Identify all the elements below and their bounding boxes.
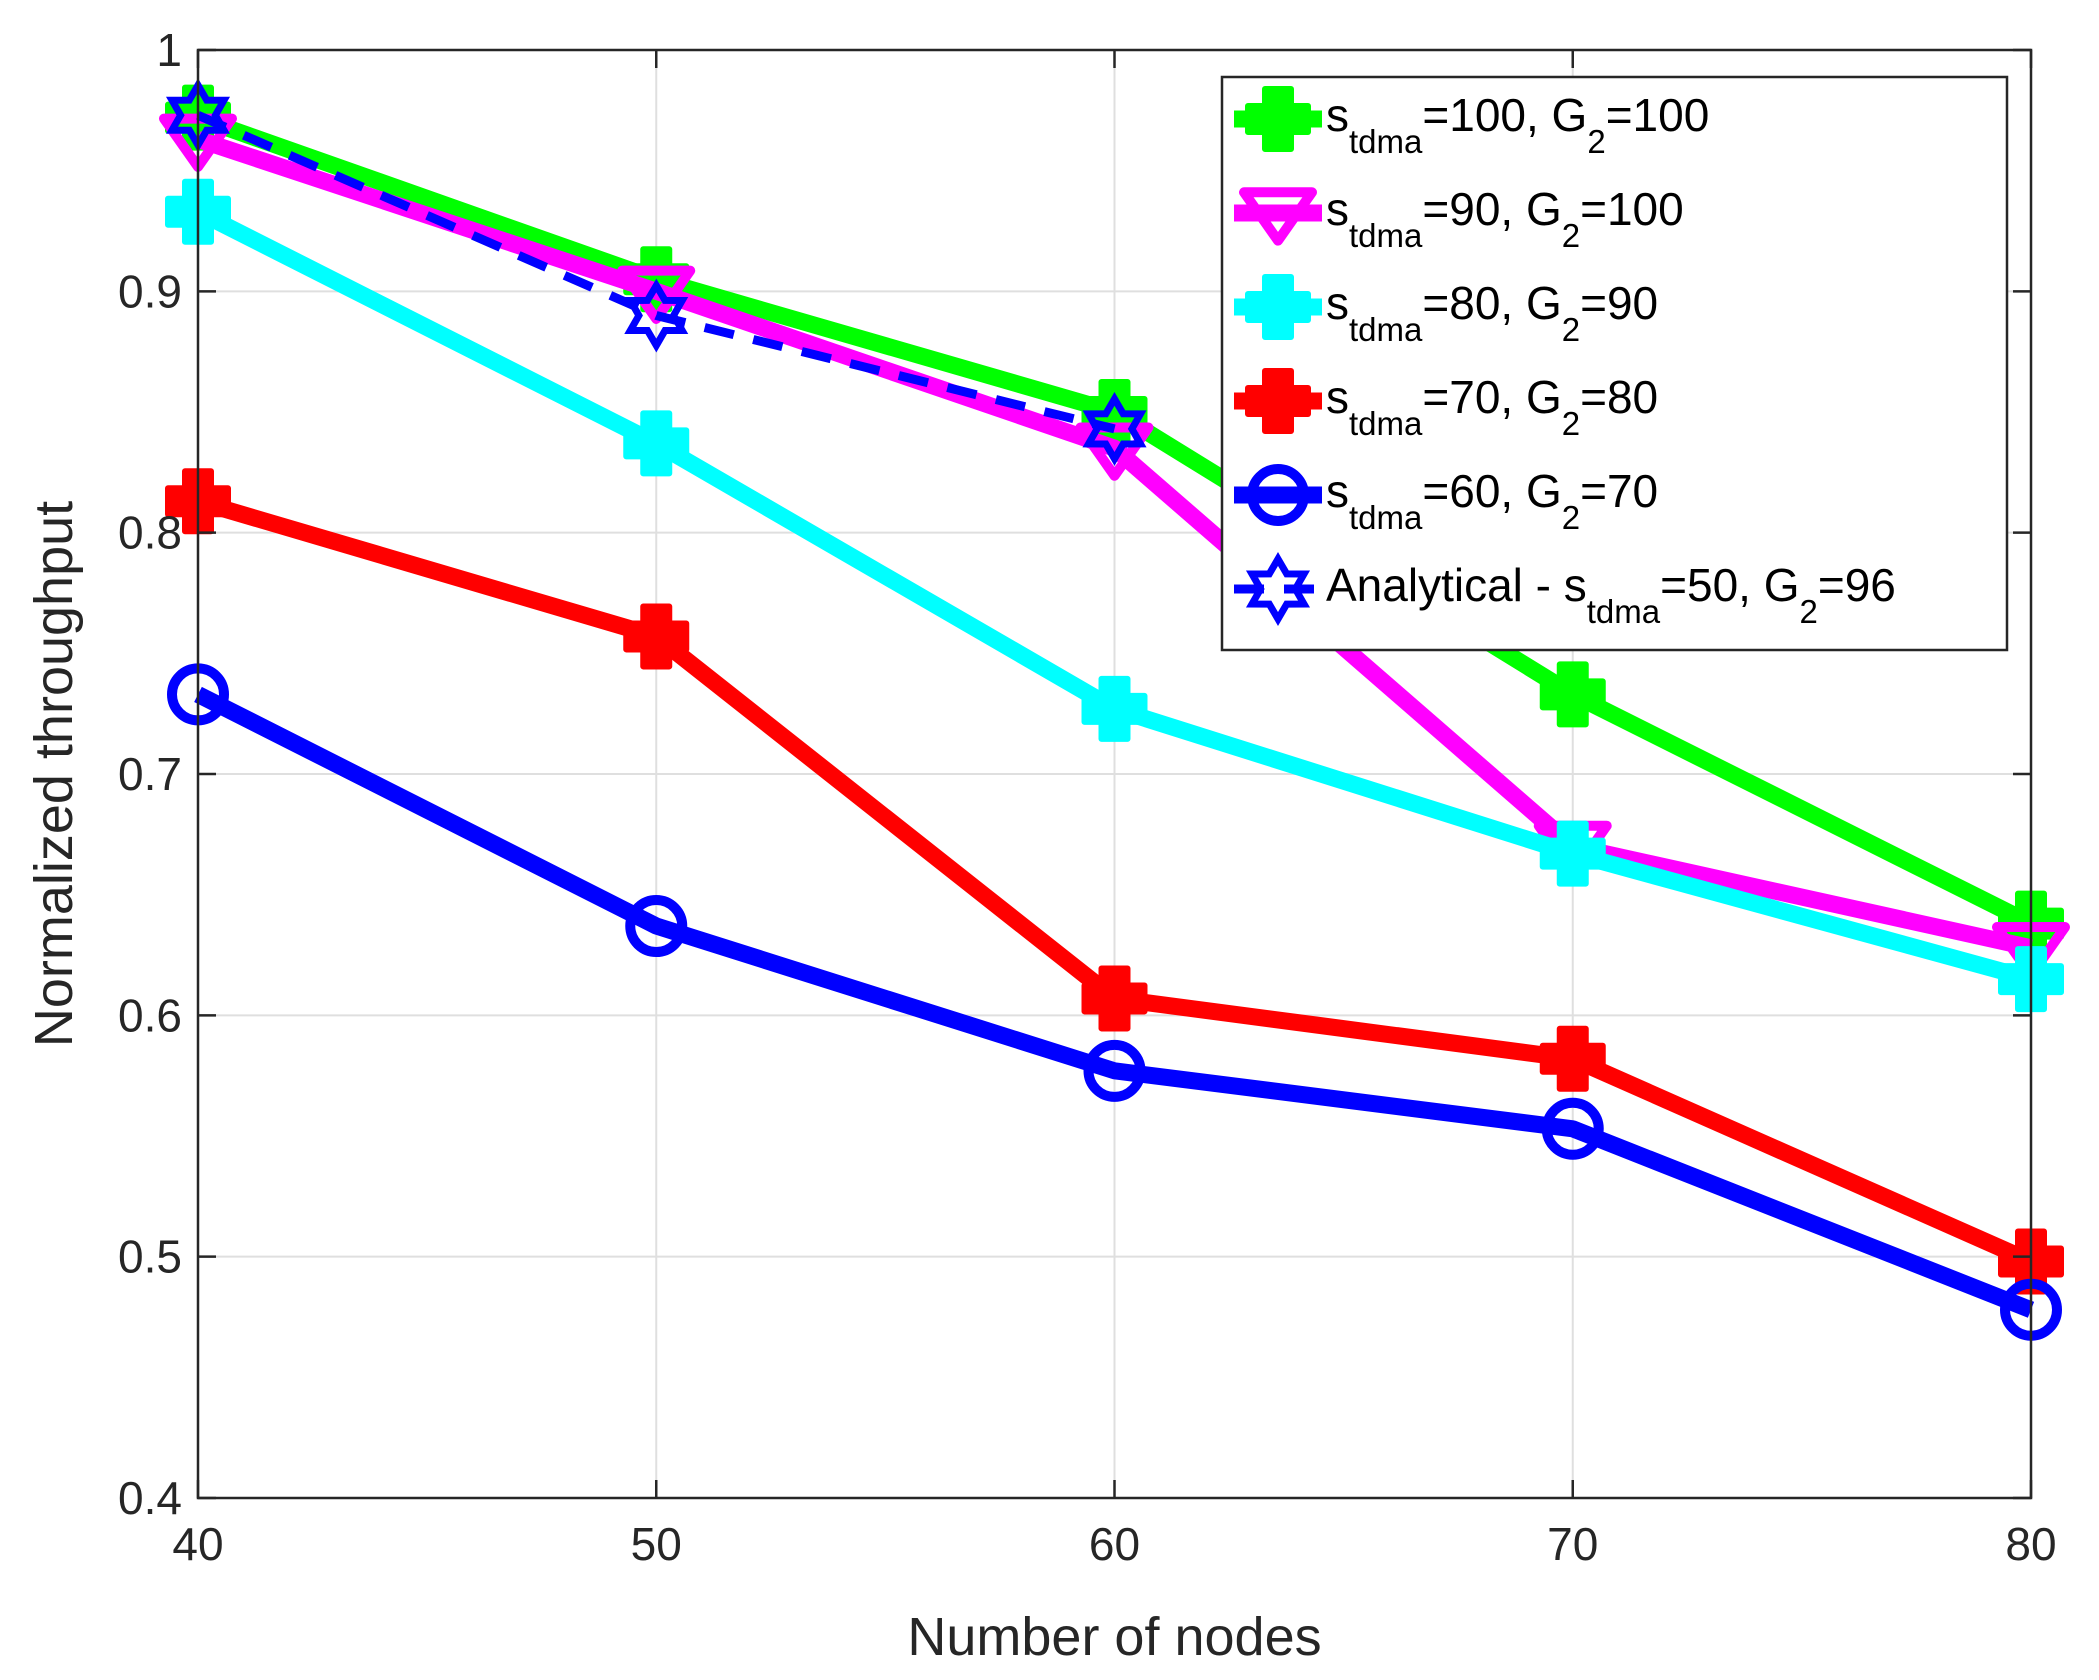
legend-marker [1239,187,1317,246]
data-point [1539,820,1606,887]
legend-subscript: tdma [1587,593,1661,630]
legend-text-part: =90, G [1422,183,1561,235]
legend-label: stdma=60, G2=70 [1326,465,1658,536]
legend-box [1220,75,2009,652]
y-tick-label: 1 [156,24,182,76]
legend-subscript: 2 [1562,405,1580,442]
legend-text-part: =70 [1580,465,1658,517]
x-tick-label: 50 [631,1518,682,1570]
legend-subscript: 2 [1800,593,1818,630]
series-line [196,111,1116,434]
data-point [1081,965,1148,1032]
legend-label: stdma=90, G2=100 [1326,183,1684,254]
legend-text-part: s [1326,371,1349,423]
legend-item-6: Analytical - stdma=50, G2=96 [1234,552,1896,630]
legend-subscript: 2 [1562,217,1580,254]
legend-item-4: stdma=70, G2=80 [1234,368,1658,442]
legend-text-part: s [1326,277,1349,329]
legend-subscript: tdma [1349,405,1423,442]
legend-text-part: =80 [1580,371,1658,423]
x-tick-label: 60 [1089,1518,1140,1570]
legend-text-part: s [1326,183,1349,235]
axis-ticks: 40 50 60 70 80 0.4 0.5 0.6 0.7 0.8 0.9 1 [118,24,2057,1570]
data-point [625,895,688,958]
x-tick-label: 70 [1547,1518,1598,1570]
data-point [1083,1039,1146,1102]
series-line [195,131,2033,957]
legend-text-part: =80, G [1422,277,1561,329]
data-point [1539,1025,1606,1092]
data-point [623,603,690,670]
data-point [1082,391,1147,466]
legend-item-2: stdma=90, G2=100 [1234,183,1684,254]
legend-subscript: tdma [1349,499,1423,536]
legend-subscript: tdma [1349,123,1423,160]
legend-subscript: tdma [1349,217,1423,254]
data-point [617,265,696,324]
legend-label: Analytical - stdma=50, G2=96 [1326,559,1896,630]
legend-text-part: Analytical - s [1326,559,1587,611]
x-tick-label: 80 [2005,1518,2056,1570]
y-tick-label: 0.9 [118,265,182,317]
legend-subscript: 2 [1562,499,1580,536]
y-tick-label: 0.4 [118,1472,182,1524]
legend-text-part: =90 [1580,277,1658,329]
legend-text-part: =50, G [1660,559,1799,611]
legend-text-part: =100 [1606,89,1710,141]
legend-item-5: stdma=60, G2=70 [1234,464,1658,536]
data-point [1541,1097,1604,1160]
data-point [1081,675,1148,742]
legend-subscript: 2 [1587,123,1605,160]
legend-text-part: =96 [1818,559,1896,611]
legend-subscript: tdma [1349,311,1423,348]
legend-marker [1247,464,1309,526]
y-axis-title: Normalized throughput [24,501,84,1047]
legend-text-part: s [1326,465,1349,517]
data-point [623,410,690,477]
x-axis-title: Number of nodes [907,1607,1321,1667]
legend-text-part: =60, G [1422,465,1561,517]
series-line [194,686,2035,1318]
legend-marker [1245,368,1311,434]
legend-text-part: =100 [1580,183,1684,235]
legend-marker [1245,274,1311,340]
legend-label: stdma=70, G2=80 [1326,371,1658,442]
y-tick-label: 0.6 [118,989,182,1041]
legend-label: stdma=100, G2=100 [1326,89,1709,160]
y-tick-label: 0.8 [118,507,182,559]
legend-item-3: stdma=80, G2=90 [1234,274,1658,348]
legend-item-1: stdma=100, G2=100 [1234,86,1709,160]
data-point [1539,661,1606,728]
x-tick-label: 40 [172,1518,223,1570]
y-tick-label: 0.7 [118,748,182,800]
legend-label: stdma=80, G2=90 [1326,277,1658,348]
legend-text-part: =100, G [1422,89,1587,141]
legend-marker [1245,86,1311,152]
data-point [624,278,689,353]
legend-text-part: s [1326,89,1349,141]
legend-marker [1245,552,1311,626]
y-tick-label: 0.5 [118,1231,182,1283]
legend-text-part: =70, G [1422,371,1561,423]
legend-subscript: 2 [1562,311,1580,348]
